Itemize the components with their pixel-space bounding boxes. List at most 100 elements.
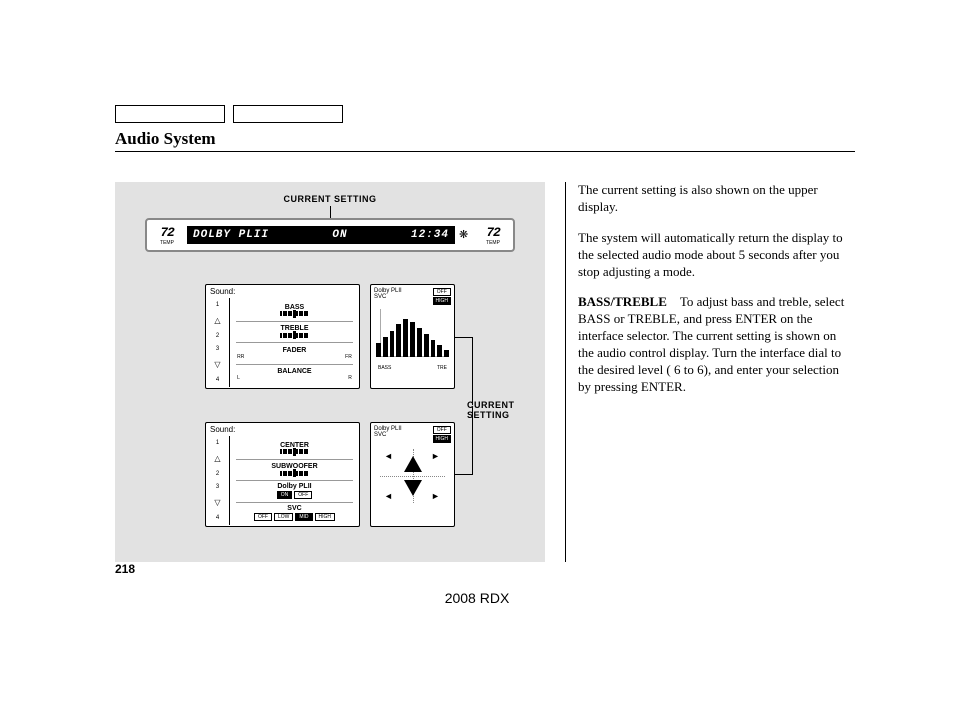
upper-text-on: ON [332, 229, 347, 241]
panel3-num-3: 3 [216, 484, 219, 490]
eq-bar [376, 343, 381, 357]
svc-high: HIGH [315, 513, 336, 521]
panel2-svc-label: SVC [374, 294, 402, 300]
panel1-num-1: 1 [216, 302, 219, 308]
slider-subwoofer [242, 470, 347, 476]
down-arrow-icon [214, 360, 220, 369]
label-dolby: Dolby PLII [277, 483, 311, 490]
row-fader: FADER RR FR [236, 343, 353, 365]
panel2-off: OFF [433, 288, 452, 296]
panel4-toggle: OFF HIGH [433, 426, 452, 443]
panel4-svc-label: SVC [374, 432, 402, 438]
eq-bar [396, 324, 401, 357]
sound-panel-2: Sound: 1 2 3 4 CENTER [205, 422, 360, 527]
bal-r: R [348, 375, 352, 381]
panel4-high: HIGH [433, 435, 452, 443]
panel1-num-4: 4 [216, 377, 219, 383]
label-balance: BALANCE [277, 368, 311, 375]
panel3-title: Sound: [206, 423, 359, 436]
panel3-rows: CENTER SUBWOOFER Dolby PLII ON OFF [230, 436, 359, 525]
eq-label-bass: BASS [378, 365, 391, 371]
svc-off: OFF [254, 513, 272, 521]
header-box-1[interactable] [115, 105, 225, 123]
panel1-title: Sound: [206, 285, 359, 298]
figure-area: CURRENT SETTING 72 TEMP DOLBY PLII ON 12… [115, 182, 545, 562]
paragraph-3: BASS/TREBLE To adjust bass and treble, s… [578, 294, 855, 395]
panel2-high: HIGH [433, 297, 452, 305]
eq-panel: Dolby PLII SVC OFF HIGH BASS TRE [370, 284, 455, 389]
panel3-num-4: 4 [216, 515, 219, 521]
header-link-boxes [115, 105, 855, 123]
sound-panel-1: Sound: 1 2 3 4 BASS [205, 284, 360, 389]
slider-bass [242, 311, 347, 317]
label-current-setting-top: CURRENT SETTING [284, 194, 377, 204]
upper-display-main: DOLBY PLII ON 12:34 [187, 226, 455, 244]
speaker-rear-left-icon [384, 491, 394, 501]
speaker-rear-right-icon [431, 491, 441, 501]
eq-bar [403, 319, 408, 357]
footer-model: 2008 RDX [0, 590, 954, 606]
row-subwoofer: SUBWOOFER [236, 460, 353, 482]
fader-r: FR [345, 354, 352, 360]
label-current-setting-right: CURRENT SETTING [467, 400, 545, 420]
slider-center [242, 449, 347, 455]
speaker-front-right-icon [431, 451, 441, 461]
eq-bar [431, 340, 436, 357]
row-balance: BALANCE L R [236, 365, 353, 386]
svc-mid: MID [295, 513, 312, 521]
svc-low: LOW [274, 513, 293, 521]
fan-icon: ❋ [459, 228, 473, 242]
up-arrow-icon [214, 316, 220, 325]
temp-left: 72 TEMP [151, 225, 183, 246]
section-title: Audio System [115, 129, 855, 152]
eq-label-tre: TRE [437, 365, 447, 371]
fader-l: RR [237, 354, 244, 360]
upper-display: 72 TEMP DOLBY PLII ON 12:34 ❋ 72 TEMP [145, 218, 515, 252]
bass-treble-heading: BASS/TREBLE [578, 294, 667, 309]
upper-text-dolby: DOLBY PLII [193, 229, 269, 241]
eq-bar [383, 337, 388, 357]
panel1-rows: BASS TREBLE FADER RRFR BALANCE [230, 298, 359, 387]
label-svc: SVC [287, 505, 301, 512]
page-number: 218 [115, 562, 135, 576]
panel4-off: OFF [433, 426, 452, 434]
text-column: The current setting is also shown on the… [565, 182, 855, 562]
row-dolby: Dolby PLII ON OFF [236, 481, 353, 503]
car-icon [404, 456, 422, 496]
eq-bar [444, 350, 449, 357]
panel1-num-2: 2 [216, 333, 219, 339]
eq-bar [410, 322, 415, 357]
temp-left-value: 72 [160, 225, 174, 240]
dolby-on: ON [277, 491, 293, 499]
temp-right-label: TEMP [486, 240, 500, 246]
speaker-front-left-icon [384, 451, 394, 461]
slider-treble [242, 332, 347, 338]
temp-left-label: TEMP [160, 240, 174, 246]
panel3-num-2: 2 [216, 471, 219, 477]
panel3-nav: 1 2 3 4 [206, 436, 230, 525]
speaker-diagram [374, 443, 451, 509]
down-arrow-icon [214, 498, 220, 507]
panel1-num-3: 3 [216, 346, 219, 352]
eq-bar [437, 345, 442, 357]
eq-bar [424, 334, 429, 357]
eq-chart [374, 305, 451, 365]
callout-line-1 [455, 337, 473, 405]
speaker-panel: Dolby PLII SVC OFF HIGH [370, 422, 455, 527]
dolby-off: OFF [294, 491, 312, 499]
panel2-toggle: OFF HIGH [433, 288, 452, 305]
upper-text-clock: 12:34 [411, 229, 449, 241]
panel3-num-1: 1 [216, 440, 219, 446]
temp-right: 72 TEMP [477, 225, 509, 246]
paragraph-2: The system will automatically return the… [578, 230, 855, 281]
row-center: CENTER [236, 438, 353, 460]
eq-bar [390, 331, 395, 357]
panel1-nav: 1 2 3 4 [206, 298, 230, 387]
eq-bar [417, 328, 422, 357]
bal-l: L [237, 375, 240, 381]
header-box-2[interactable] [233, 105, 343, 123]
temp-right-value: 72 [486, 225, 500, 240]
label-fader: FADER [283, 347, 307, 354]
row-treble: TREBLE [236, 322, 353, 344]
row-svc: SVC OFF LOW MID HIGH [236, 503, 353, 524]
